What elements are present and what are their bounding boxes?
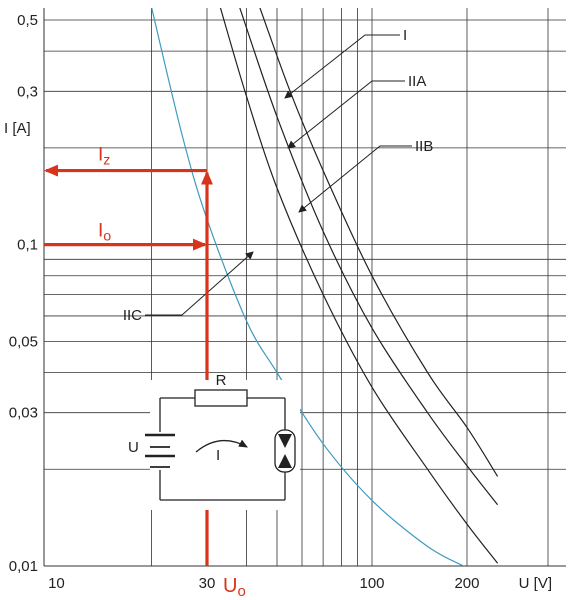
- callout-arrow-iib: [298, 145, 412, 213]
- curve-label-iic: IIC: [123, 307, 142, 324]
- current-label: I: [216, 447, 220, 464]
- io-label: Io: [98, 221, 111, 245]
- x-tick-label: 10: [48, 575, 65, 592]
- spark-gap-electrode: [278, 454, 292, 468]
- y-tick-label: 0,5: [17, 12, 38, 29]
- callout-arrow-i: [284, 34, 400, 99]
- curve-iib: [219, 8, 499, 564]
- x-tick-label: 100: [359, 575, 384, 592]
- grid: [43, 8, 566, 567]
- current-arrow: [195, 439, 248, 453]
- curve-label-iib: IIB: [415, 138, 433, 155]
- curve-iic: [151, 8, 464, 566]
- y-tick-label: 0,05: [9, 333, 38, 350]
- y-tick-label: 0,01: [9, 558, 38, 575]
- spark-gap-housing: [274, 429, 296, 473]
- source-label: U: [128, 439, 139, 456]
- x-tick-label: 200: [454, 575, 479, 592]
- curve-label-iia: IIA: [408, 73, 426, 90]
- uo-label: Uo: [223, 575, 246, 600]
- curve-label-i: I: [403, 27, 407, 44]
- curve-callouts: I IIA IIB IIC: [123, 27, 434, 324]
- curve-iia: [239, 8, 499, 506]
- resistor-label: R: [216, 372, 227, 389]
- y-tick-label: 0,1: [17, 237, 38, 254]
- callout-arrow-iia: [287, 80, 405, 149]
- y-axis-label: I [A]: [4, 120, 31, 137]
- x-axis-label: U [V]: [519, 575, 552, 592]
- y-tick-label: 0,3: [17, 83, 38, 100]
- circuit-diagram: R U I: [128, 372, 300, 510]
- spark-gap-electrode: [278, 434, 292, 448]
- y-tick-label: 0,03: [9, 405, 38, 422]
- x-tick-label: 30: [199, 575, 216, 592]
- labels: I [A] U [V]: [4, 120, 552, 592]
- callout-arrow-iic: [145, 251, 254, 316]
- axis-ticks: 0,01 0,03 0,05 0,1 0,3 0,5 10 30 100 200: [9, 12, 480, 592]
- iz-label: Iz: [98, 145, 110, 169]
- circuit-background: [150, 380, 300, 510]
